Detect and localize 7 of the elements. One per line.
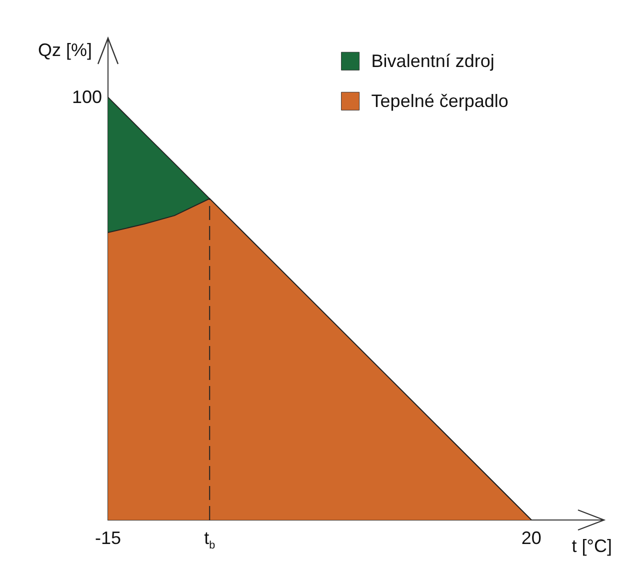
legend-label: Bivalentní zdroj	[371, 51, 494, 72]
x-axis-title: t [°C]	[572, 536, 612, 556]
legend-label: Tepelné čerpadlo	[371, 91, 508, 112]
y-axis-title: Qz [%]	[38, 40, 92, 60]
x-tick-label: -15	[94, 528, 122, 548]
x-tick-label: 20	[521, 528, 542, 548]
annotation: 100	[72, 87, 102, 108]
